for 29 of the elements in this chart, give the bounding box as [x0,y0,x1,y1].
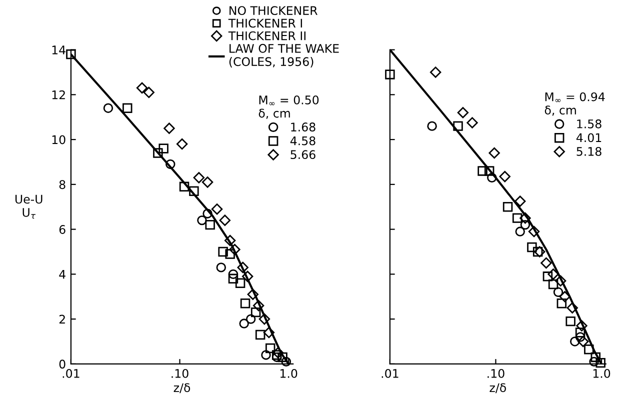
y-tick-label: 14 [52,46,66,54]
y-tick-label: 10 [52,135,66,144]
text: THICKENER II [228,31,306,40]
y-tick-label: 8 [59,180,66,190]
y-tick-label: 12 [52,90,65,100]
x-tick-label: 1.0 [593,369,610,378]
annotation: LAW OF THE WAKE (COLES, 1956) [229,44,339,68]
x-tick-label: .01 [382,369,398,378]
y-tick-label: 2 [59,314,65,324]
text: NO THICKENER [230,6,318,16]
legend-label: 5.18 [576,146,602,156]
x-tick-label: 1.0 [280,369,298,378]
y-tick-label: 4 [59,270,66,279]
legend-label: 5.66 [290,150,316,160]
x-tick-label: .10 [172,369,188,378]
legend-title: M$_{∞}$ = 0.94 δ, cm [544,92,605,116]
legend-title: M$_{∞}$ = 0.50 δ, cm [258,95,319,119]
legend-label: 4.58 [290,136,316,146]
text: THICKENER I [228,18,302,28]
legend-label: 4.01 [576,133,602,142]
y-tick-label: 6 [59,225,66,234]
x-axis-title: z/δ [490,383,506,394]
legend-label: 1.68 [291,122,316,132]
y-tick-label: 0 [59,360,66,369]
legend-label: 1.58 [577,119,602,128]
x-tick-label: .01 [62,369,80,378]
y-axis-title: Ue-U U$_{τ}$ [15,194,42,219]
x-tick-label: .10 [488,369,504,378]
x-axis-title: z/δ [174,383,190,394]
